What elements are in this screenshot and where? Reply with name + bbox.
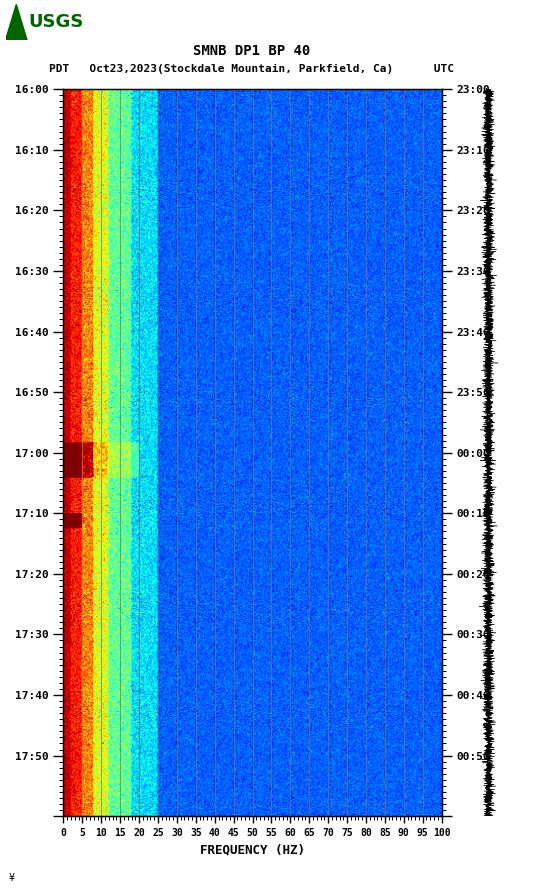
Text: SMNB DP1 BP 40: SMNB DP1 BP 40 bbox=[193, 44, 310, 58]
Text: PDT   Oct23,2023(Stockdale Mountain, Parkfield, Ca)      UTC: PDT Oct23,2023(Stockdale Mountain, Parkf… bbox=[49, 63, 454, 74]
Polygon shape bbox=[6, 4, 27, 40]
X-axis label: FREQUENCY (HZ): FREQUENCY (HZ) bbox=[200, 844, 305, 856]
Text: USGS: USGS bbox=[29, 12, 84, 30]
Text: ¥: ¥ bbox=[8, 873, 14, 883]
